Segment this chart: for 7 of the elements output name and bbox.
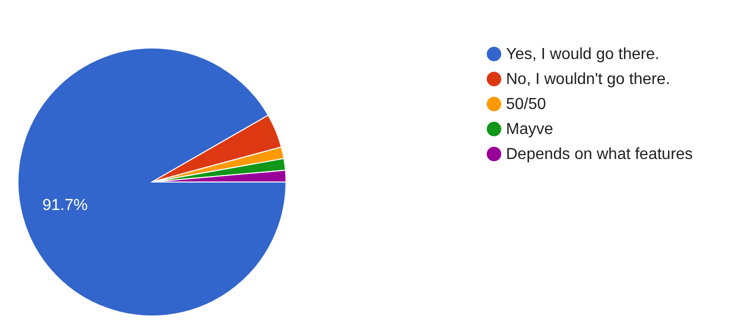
legend-label: Depends on what features xyxy=(506,146,693,163)
legend-label: Mayve xyxy=(506,121,554,138)
data-label: 91.7% xyxy=(42,197,88,214)
legend-label: No, I wouldn't go there. xyxy=(506,71,670,88)
legend-label: 50/50 xyxy=(506,96,546,113)
pie-slice xyxy=(18,48,286,316)
legend-label: Yes, I would go there. xyxy=(506,46,660,63)
